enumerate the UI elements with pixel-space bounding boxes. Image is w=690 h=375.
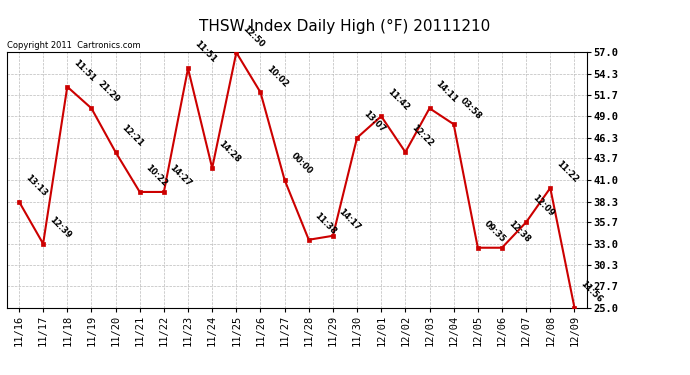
Text: 21:29: 21:29 — [96, 80, 121, 105]
Text: 11:51: 11:51 — [193, 39, 217, 65]
Text: 11:51: 11:51 — [72, 58, 97, 83]
Text: 14:28: 14:28 — [217, 139, 241, 165]
Text: 12:50: 12:50 — [241, 24, 266, 49]
Text: 11:22: 11:22 — [555, 159, 580, 184]
Text: 14:27: 14:27 — [168, 163, 193, 188]
Text: 09:35: 09:35 — [482, 219, 507, 244]
Text: 12:09: 12:09 — [531, 194, 555, 219]
Text: 12:21: 12:21 — [120, 123, 145, 148]
Text: 13:07: 13:07 — [362, 109, 386, 134]
Text: 10:22: 10:22 — [144, 163, 169, 188]
Text: 14:17: 14:17 — [337, 207, 362, 232]
Text: 03:58: 03:58 — [458, 96, 483, 121]
Text: Copyright 2011  Cartronics.com: Copyright 2011 Cartronics.com — [7, 41, 141, 50]
Text: 12:38: 12:38 — [506, 219, 531, 244]
Text: 12:22: 12:22 — [410, 123, 435, 148]
Text: 14:11: 14:11 — [434, 80, 459, 105]
Text: 00:00: 00:00 — [289, 152, 314, 177]
Text: 11:38: 11:38 — [313, 211, 338, 236]
Text: 11:42: 11:42 — [386, 87, 411, 113]
Text: THSW Index Daily High (°F) 20111210: THSW Index Daily High (°F) 20111210 — [199, 19, 491, 34]
Text: 12:39: 12:39 — [48, 215, 72, 240]
Text: 11:56: 11:56 — [579, 279, 604, 304]
Text: 10:02: 10:02 — [265, 64, 290, 89]
Text: 13:13: 13:13 — [23, 173, 48, 198]
